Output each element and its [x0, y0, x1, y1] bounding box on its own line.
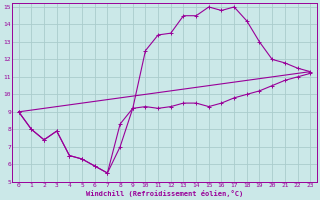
X-axis label: Windchill (Refroidissement éolien,°C): Windchill (Refroidissement éolien,°C) — [86, 190, 243, 197]
